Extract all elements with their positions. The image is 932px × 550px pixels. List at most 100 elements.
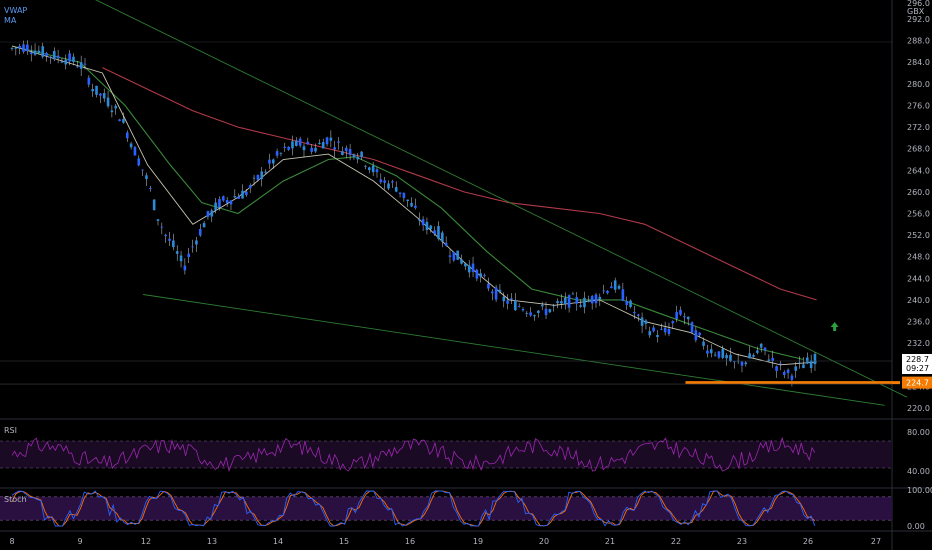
candle bbox=[279, 153, 283, 154]
candle bbox=[179, 255, 183, 262]
candle bbox=[636, 314, 640, 316]
candle bbox=[421, 219, 425, 226]
candle bbox=[479, 273, 483, 277]
candle bbox=[694, 330, 698, 341]
time-tick-label: 12 bbox=[141, 537, 151, 546]
candle bbox=[471, 263, 475, 272]
support-price-tag[interactable] bbox=[902, 376, 932, 389]
candle bbox=[537, 310, 540, 313]
legend-vwap[interactable]: VWAP bbox=[4, 6, 28, 15]
candle bbox=[721, 348, 725, 358]
candle bbox=[702, 341, 705, 346]
candle bbox=[441, 232, 444, 242]
candle bbox=[14, 47, 18, 49]
candle bbox=[709, 349, 713, 354]
candle bbox=[744, 362, 748, 365]
candle bbox=[640, 317, 644, 326]
candle bbox=[498, 289, 502, 292]
candle bbox=[429, 225, 433, 230]
candle bbox=[268, 159, 271, 164]
candle bbox=[598, 296, 602, 300]
candle bbox=[233, 196, 237, 198]
candle bbox=[329, 137, 333, 141]
price-axis-top-label: 296.0 bbox=[907, 0, 930, 8]
candle bbox=[341, 151, 344, 155]
candle bbox=[245, 191, 248, 196]
time-tick-label: 8 bbox=[9, 537, 14, 546]
trendlines[interactable] bbox=[80, 0, 908, 406]
candle bbox=[114, 105, 118, 109]
candle bbox=[160, 226, 164, 228]
candle bbox=[118, 119, 121, 122]
rsi-tick-label: 80.00 bbox=[907, 428, 930, 437]
candle bbox=[467, 265, 471, 273]
candle bbox=[610, 286, 613, 289]
candle bbox=[394, 187, 398, 192]
candle bbox=[567, 295, 571, 308]
candle bbox=[521, 309, 525, 311]
candle bbox=[222, 196, 225, 201]
candle bbox=[375, 169, 379, 173]
candle bbox=[725, 355, 728, 359]
candle bbox=[287, 146, 290, 150]
stoch-label[interactable]: Stoch bbox=[4, 495, 27, 504]
candle bbox=[206, 211, 210, 217]
candle bbox=[732, 361, 736, 363]
candle bbox=[129, 143, 133, 148]
rsi-label[interactable]: RSI bbox=[4, 426, 17, 435]
price-tick-label: 292.0 bbox=[907, 15, 930, 24]
candle bbox=[37, 50, 41, 53]
price-tick-label: 260.0 bbox=[907, 188, 930, 197]
time-tick-label: 14 bbox=[273, 537, 283, 546]
candle bbox=[125, 132, 129, 139]
candle bbox=[360, 151, 363, 158]
candle bbox=[575, 297, 579, 304]
candle bbox=[133, 147, 137, 156]
candle bbox=[425, 221, 429, 231]
up-arrow-icon bbox=[830, 321, 839, 331]
candle bbox=[437, 226, 440, 239]
candle bbox=[298, 138, 302, 146]
candle bbox=[556, 301, 559, 304]
candle bbox=[790, 375, 794, 380]
candle bbox=[552, 305, 556, 307]
candle bbox=[145, 175, 148, 180]
candle bbox=[433, 230, 436, 235]
candles bbox=[10, 40, 817, 387]
candle bbox=[621, 289, 625, 301]
candle bbox=[41, 46, 45, 57]
candle bbox=[102, 93, 106, 99]
time-tick-label: 9 bbox=[77, 537, 82, 546]
candle bbox=[252, 177, 256, 179]
candle bbox=[229, 200, 233, 205]
candle bbox=[344, 147, 348, 152]
candle bbox=[198, 228, 202, 236]
candle bbox=[371, 165, 375, 173]
candle bbox=[444, 242, 448, 246]
candle bbox=[663, 327, 667, 333]
last-price-tag[interactable] bbox=[902, 353, 932, 374]
chart-overlays bbox=[0, 321, 900, 385]
candle bbox=[248, 185, 252, 189]
candle bbox=[594, 294, 598, 304]
price-tick-label: 220.0 bbox=[907, 404, 930, 413]
candle bbox=[752, 355, 755, 357]
candle bbox=[187, 253, 191, 258]
legend-ma[interactable]: MA bbox=[4, 16, 17, 25]
candle bbox=[506, 300, 509, 304]
candle bbox=[686, 316, 690, 320]
time-axis[interactable]: 8 9 12 13 14 15 16 19 20 21 22 23 26 27 bbox=[9, 537, 881, 546]
candle bbox=[548, 309, 552, 313]
candle bbox=[106, 97, 110, 107]
time-tick-label: 20 bbox=[539, 537, 549, 546]
candle bbox=[533, 315, 536, 317]
candle bbox=[587, 300, 590, 302]
candle bbox=[302, 146, 306, 151]
candle bbox=[414, 205, 417, 208]
candle bbox=[629, 300, 632, 307]
price-tick-label: 232.0 bbox=[907, 339, 930, 348]
candle bbox=[652, 327, 655, 332]
